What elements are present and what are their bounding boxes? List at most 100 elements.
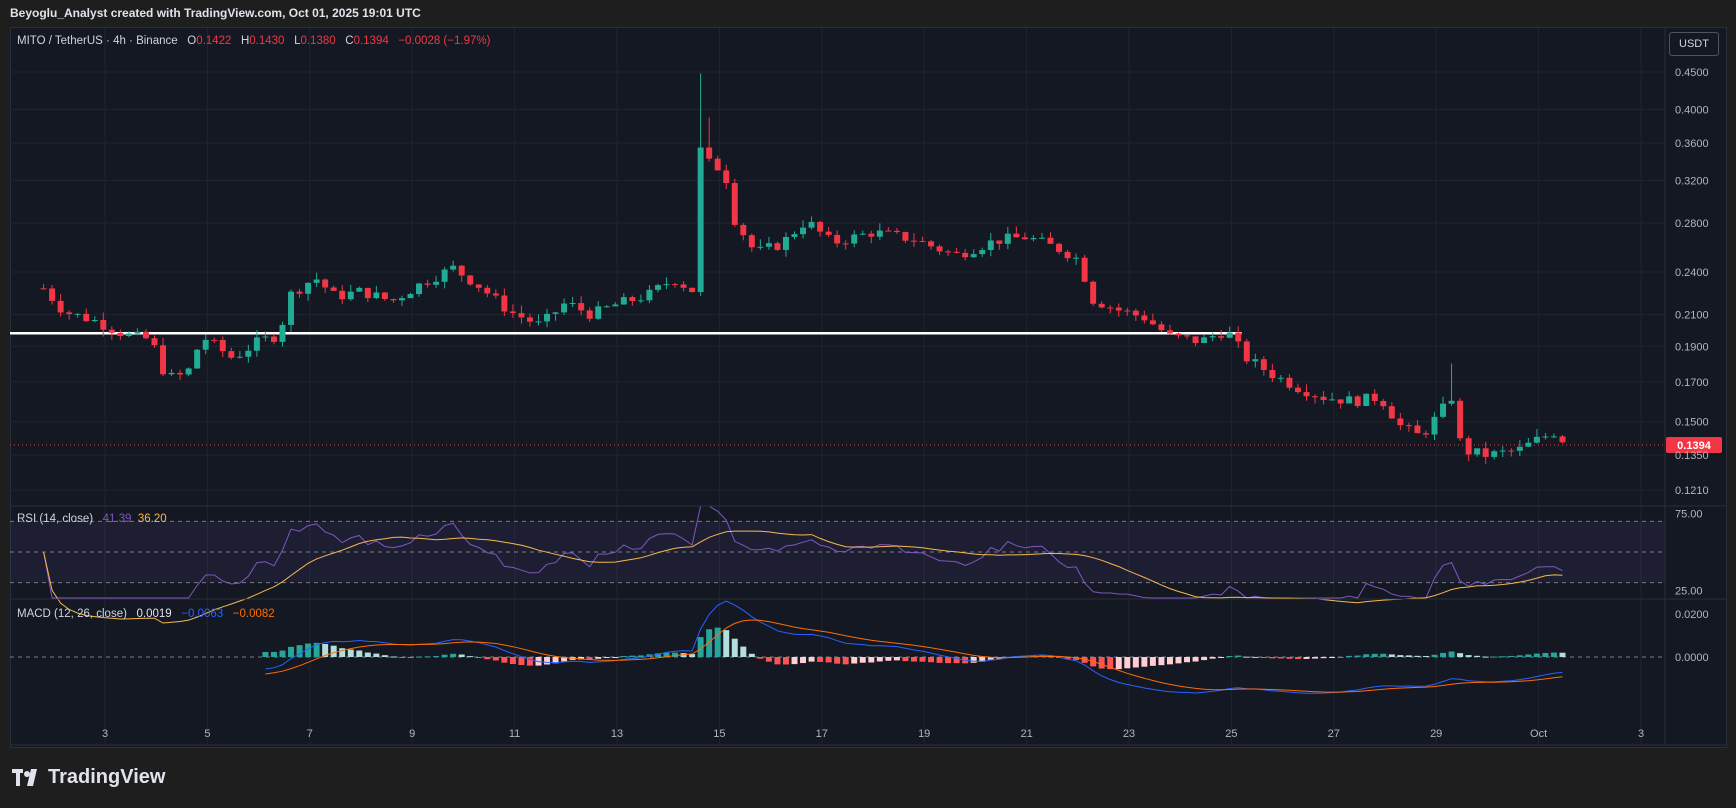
candle-body <box>484 287 491 294</box>
macd-histogram-bar <box>1533 653 1540 657</box>
macd-histogram-bar <box>765 657 772 662</box>
candle-body <box>1004 233 1011 244</box>
candle-body <box>433 281 440 285</box>
candle-body <box>211 339 218 341</box>
candle-body <box>1337 399 1344 404</box>
price-tick-label: 0.1210 <box>1675 485 1709 497</box>
macd-histogram-bar <box>1243 656 1250 658</box>
candle-body <box>535 321 542 323</box>
open-value: 0.1422 <box>196 35 232 47</box>
time-axis: 3 5 7 9 11 13 15 17 19 21 23 25 27 29 Oct 3 <box>102 728 1644 740</box>
macd-histogram-bar <box>868 657 875 663</box>
macd-histogram-bar <box>757 657 764 659</box>
macd-histogram-bar <box>842 657 849 665</box>
candle-body <box>1030 238 1037 240</box>
macd-histogram-bar <box>1269 657 1276 659</box>
candle-body <box>1047 237 1054 244</box>
macd-histogram-bar <box>552 657 559 664</box>
candle-body <box>987 240 994 251</box>
macd-histogram-bar <box>603 657 610 658</box>
macd-histogram-bar <box>876 657 883 662</box>
candle-body <box>134 331 141 334</box>
candle-body <box>313 279 320 283</box>
candle-body <box>1465 438 1472 455</box>
candle-body <box>868 233 875 237</box>
time-tick-label: 23 <box>1123 728 1135 740</box>
candle-body <box>270 336 277 342</box>
macd-histogram-bar <box>979 657 986 662</box>
macd-histogram-bar <box>1064 657 1071 660</box>
candle-body <box>57 300 64 313</box>
macd-histogram-bar <box>364 652 371 657</box>
time-tick-label: 9 <box>409 728 415 740</box>
macd-histogram-bar <box>817 657 824 662</box>
macd-histogram-bar <box>1158 657 1165 666</box>
candle-body <box>390 299 397 301</box>
candle-body <box>1482 448 1489 457</box>
macd-histogram-bar <box>1218 657 1225 658</box>
candles <box>40 73 1566 464</box>
candle-body <box>1491 451 1498 457</box>
candle-body <box>731 183 738 225</box>
macd-histogram-bar <box>424 656 431 658</box>
candle-body <box>1269 370 1276 379</box>
macd-histogram-bar <box>919 657 926 662</box>
macd-histogram-bar <box>1346 655 1353 657</box>
rsi-legend: RSI (14, close) 41.39 36.20 <box>17 513 167 525</box>
rsi-tick-label: 25.00 <box>1675 585 1703 597</box>
candle-body <box>1508 450 1515 452</box>
macd-histogram-bar <box>1508 655 1515 657</box>
candle-body <box>1141 315 1148 321</box>
macd-histogram-bar <box>1397 655 1404 657</box>
candle-body <box>398 298 405 301</box>
tradingview-logo[interactable]: TradingView <box>12 766 165 789</box>
grid-lines <box>10 28 1665 745</box>
macd-histogram-bar <box>279 650 286 657</box>
candle-body <box>842 243 849 245</box>
macd-histogram-bar <box>1474 655 1481 657</box>
candle-body <box>518 313 525 318</box>
low-label: L <box>294 35 301 47</box>
macd-histogram-bar <box>1448 651 1455 657</box>
candle-body <box>552 312 559 314</box>
candle-body <box>637 300 644 302</box>
macd-histogram-bar <box>561 657 568 662</box>
macd-histogram-bar <box>1559 652 1566 657</box>
candle-body <box>936 246 943 252</box>
macd-histogram-bar <box>1312 657 1319 659</box>
macd-histogram-bar <box>586 657 593 660</box>
macd-histogram-bar <box>936 657 943 663</box>
macd-label: MACD (12, 26, close) <box>17 608 127 620</box>
chart-frame[interactable] <box>10 27 1727 748</box>
candle-body <box>168 372 175 375</box>
macd-histogram-bar <box>1252 656 1259 658</box>
candle-body <box>1192 336 1199 344</box>
candle-body <box>1175 333 1182 336</box>
macd-histogram-bar <box>1209 657 1216 659</box>
currency-button[interactable]: USDT <box>1669 32 1719 56</box>
candle-body <box>1201 337 1208 344</box>
candle-body <box>467 275 474 285</box>
macd-histogram-bar <box>1525 654 1532 657</box>
candle-body <box>458 265 465 276</box>
macd-histogram-bar <box>987 657 994 660</box>
macd-histogram-bar <box>492 657 499 661</box>
candle-body <box>817 221 824 232</box>
candle-body <box>1354 396 1361 406</box>
macd-histogram-bar <box>288 646 295 657</box>
macd-signal-value: −0.0082 <box>232 608 275 620</box>
candle-body <box>142 331 149 339</box>
time-tick-label: 15 <box>713 728 725 740</box>
macd-histogram-bar <box>1440 652 1447 657</box>
time-tick-label: 19 <box>918 728 930 740</box>
candle-body <box>66 312 73 315</box>
candle-body <box>1294 387 1301 393</box>
candle-body <box>296 291 303 294</box>
candle-body <box>663 284 670 286</box>
candle-body <box>1098 303 1105 308</box>
macd-histogram-bar <box>475 657 482 658</box>
macd-histogram-bar <box>1337 656 1344 658</box>
candle-body <box>475 284 482 288</box>
macd-histogram-bar <box>1115 657 1122 670</box>
